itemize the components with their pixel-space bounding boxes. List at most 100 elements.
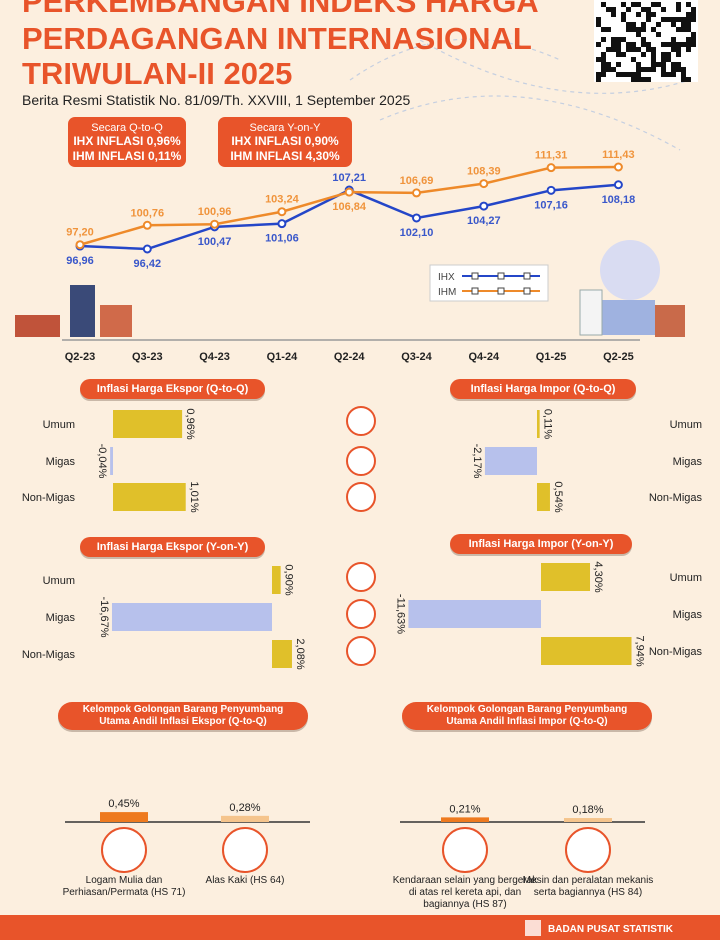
data-label: 107,21 <box>332 172 366 184</box>
qr-cell <box>651 2 656 7</box>
qr-cell <box>681 77 686 82</box>
icon <box>346 562 376 592</box>
summary-heading: Secara Y-on-Y <box>249 122 321 134</box>
point <box>142 220 152 230</box>
point <box>277 207 287 217</box>
qr-cell <box>646 77 651 82</box>
qr-cell <box>621 52 626 57</box>
legend-marker <box>497 287 505 295</box>
qr-cell <box>606 62 611 67</box>
qr-cell <box>641 42 646 47</box>
legend-box <box>429 264 549 302</box>
legend-marker <box>471 287 479 295</box>
qr-cell <box>681 27 686 32</box>
subtitle: Berita Resmi Statistik No. 81/09/Th. XXV… <box>22 92 411 108</box>
x-tick-label: Q3-23 <box>132 351 163 363</box>
bar <box>541 563 591 591</box>
title-line: TRIWULAN-II 2025 <box>22 56 292 91</box>
summary-line: IHX INFLASI 0,96% <box>73 134 181 148</box>
summary-box: Secara Q-to-Q IHX INFLASI 0,96% IHM INFLAS… <box>68 117 186 167</box>
item-label: Mesin dan peralatan mekanis serta bagian… <box>522 875 654 898</box>
qr-cell <box>636 62 641 67</box>
qr-cell <box>661 67 666 72</box>
icon <box>346 482 376 512</box>
qr-cell <box>666 57 671 62</box>
qr-cell <box>681 72 686 77</box>
trade-illustration <box>15 240 685 337</box>
qr-cell <box>596 42 601 47</box>
qr-cell <box>686 27 691 32</box>
qr-cell <box>651 52 656 57</box>
qr-cell <box>646 47 651 52</box>
qr-cell <box>651 47 656 52</box>
data-label: 96,42 <box>134 258 162 270</box>
qr-cell <box>691 37 696 42</box>
qr-cell <box>661 57 666 62</box>
bar <box>272 640 292 668</box>
qr-cell <box>631 22 636 27</box>
qr-cell <box>611 42 616 47</box>
qr-cell <box>646 7 651 12</box>
qr-cell <box>601 2 606 7</box>
qr-cell <box>596 77 601 82</box>
qr-cell <box>641 52 646 57</box>
point <box>75 240 85 250</box>
qr-cell <box>631 42 636 47</box>
point <box>210 219 220 229</box>
qr-cell <box>656 32 661 37</box>
icon <box>565 827 611 873</box>
qr-cell <box>661 52 666 57</box>
qr-cell <box>671 17 676 22</box>
qr-cell <box>636 27 641 32</box>
category-label: Non-Migas <box>649 492 703 504</box>
legend-marker <box>471 272 479 280</box>
qr-cell <box>641 37 646 42</box>
qr-cell <box>686 77 691 82</box>
qr-cell <box>651 57 656 62</box>
bar <box>564 818 612 822</box>
qr-cell <box>621 17 626 22</box>
qr-cell <box>621 12 626 17</box>
qr-cell <box>611 67 616 72</box>
data-label: 108,39 <box>467 166 501 178</box>
qr-cell <box>636 12 641 17</box>
summary-box: Secara Y-on-Y IHX INFLASI 0,90% IHM INFLAS… <box>218 117 352 167</box>
qr-cell <box>606 27 611 32</box>
point <box>479 179 489 189</box>
qr-cell <box>596 22 601 27</box>
qr-cell <box>656 22 661 27</box>
qr-cell <box>666 52 671 57</box>
data-label: -2,17% <box>471 444 483 479</box>
qr-cell <box>631 27 636 32</box>
qr-cell <box>671 67 676 72</box>
qr-cell <box>691 7 696 12</box>
qr-cell <box>676 47 681 52</box>
point <box>613 162 623 172</box>
legend-marker <box>523 287 531 295</box>
qr-cell <box>636 2 641 7</box>
data-label: 103,24 <box>265 194 300 206</box>
person <box>70 285 95 337</box>
bar <box>441 817 489 822</box>
legend-marker <box>523 272 531 280</box>
qr-cell <box>601 57 606 62</box>
data-label: -11,63% <box>395 594 407 634</box>
x-tick-label: Q2-25 <box>603 351 634 363</box>
qr-cell <box>671 42 676 47</box>
qr-cell <box>601 37 606 42</box>
data-label: 101,06 <box>265 233 299 245</box>
icon <box>346 406 376 436</box>
qr-cell <box>671 47 676 52</box>
qr-cell <box>686 37 691 42</box>
data-label: 97,20 <box>66 227 94 239</box>
data-label: 1,01% <box>188 481 200 512</box>
qr-cell <box>636 47 641 52</box>
icon <box>222 827 268 873</box>
summary-line: IHM INFLASI 0,11% <box>72 149 182 163</box>
qr-cell <box>691 32 696 37</box>
data-label: -16,67% <box>98 597 110 638</box>
qr-cell <box>641 67 646 72</box>
data-label: 0,90% <box>283 564 295 595</box>
